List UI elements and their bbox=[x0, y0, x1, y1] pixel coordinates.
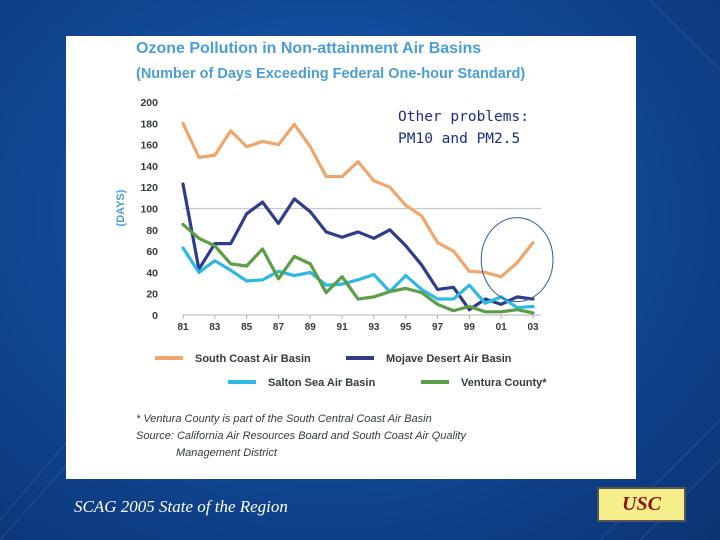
legend-label: South Coast Air Basin bbox=[195, 353, 311, 365]
x-tick-label: 97 bbox=[432, 322, 444, 333]
footnote-line3: Management District bbox=[176, 447, 277, 459]
y-tick-label: 140 bbox=[140, 161, 158, 173]
x-tick-label: 89 bbox=[305, 322, 317, 333]
overlay-note: Other problems: PM10 and PM2.5 bbox=[398, 106, 529, 150]
legend: South Coast Air Basin Mojave Desert Air B… bbox=[155, 353, 547, 389]
series-lines bbox=[181, 121, 535, 315]
y-tick-label: 0 bbox=[152, 310, 158, 322]
x-tick-label: 93 bbox=[368, 322, 380, 333]
y-tick-label: 40 bbox=[146, 267, 158, 279]
chart-panel: Ozone Pollution in Non-attainment Air Ba… bbox=[66, 36, 636, 479]
x-tick-label: 99 bbox=[464, 322, 476, 333]
south-coast-line bbox=[181, 121, 535, 279]
x-tick-label: 95 bbox=[400, 322, 412, 333]
chart-title: Ozone Pollution in Non-attainment Air Ba… bbox=[136, 40, 482, 57]
y-axis-label: (DAYS) bbox=[115, 189, 127, 226]
overlay-note-line1: Other problems: bbox=[398, 109, 529, 125]
y-tick-label: 20 bbox=[146, 289, 158, 301]
ventura-county-line bbox=[181, 222, 535, 315]
x-tick-label: 03 bbox=[527, 322, 539, 333]
footnote-line1: * Ventura County is part of the South Ce… bbox=[136, 413, 432, 425]
legend-salton-sea: Salton Sea Air Basin bbox=[228, 377, 375, 389]
y-tick-label: 200 bbox=[140, 97, 158, 109]
y-tick-label: 80 bbox=[146, 225, 158, 237]
y-ticks: 0 20 40 60 80 100 120 140 160 180 200 bbox=[140, 97, 158, 322]
overlay-note-line2: PM10 and PM2.5 bbox=[398, 131, 521, 147]
legend-south-coast: South Coast Air Basin bbox=[155, 353, 311, 365]
x-tick-label: 83 bbox=[209, 322, 221, 333]
legend-label: Mojave Desert Air Basin bbox=[386, 353, 512, 365]
footnote-line2: Source: California Air Resources Board a… bbox=[136, 430, 466, 442]
salton-sea-line bbox=[181, 246, 535, 310]
chart-subtitle: (Number of Days Exceeding Federal One-ho… bbox=[136, 66, 526, 82]
x-ticks: 81 83 85 87 89 91 93 95 97 99 01 03 bbox=[177, 315, 539, 333]
x-tick-label: 81 bbox=[177, 322, 189, 333]
legend-mojave-desert: Mojave Desert Air Basin bbox=[346, 353, 512, 365]
y-tick-label: 160 bbox=[140, 140, 158, 152]
legend-label: Salton Sea Air Basin bbox=[268, 377, 375, 389]
highlight-ellipse bbox=[480, 217, 554, 303]
y-tick-label: 180 bbox=[140, 118, 158, 130]
mojave-desert-line bbox=[181, 182, 535, 312]
footer-title: SCAG 2005 State of the Region bbox=[74, 497, 288, 516]
y-tick-label: 60 bbox=[146, 246, 158, 258]
x-tick-label: 87 bbox=[273, 322, 285, 333]
legend-label: Ventura County* bbox=[461, 377, 547, 389]
x-tick-label: 91 bbox=[337, 322, 349, 333]
footnote: * Ventura County is part of the South Ce… bbox=[136, 411, 466, 462]
x-tick-label: 85 bbox=[241, 322, 253, 333]
x-tick-label: 01 bbox=[496, 322, 508, 333]
usc-badge: USC bbox=[597, 487, 686, 522]
y-tick-label: 100 bbox=[140, 204, 158, 216]
legend-ventura-county: Ventura County* bbox=[421, 377, 547, 389]
y-tick-label: 120 bbox=[140, 182, 158, 194]
